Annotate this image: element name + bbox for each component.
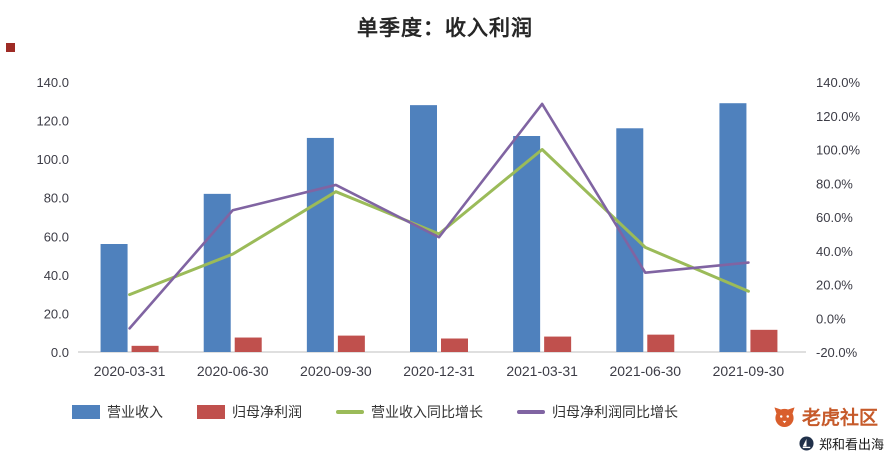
营业收入-bar bbox=[100, 244, 128, 352]
left-axis-tick: 140.0 bbox=[36, 75, 69, 90]
chart-title: 单季度：收入利润 bbox=[357, 17, 533, 40]
legend-label: 营业收入 bbox=[107, 404, 163, 420]
x-axis-label: 2020-03-31 bbox=[94, 363, 166, 379]
left-axis-tick: 80.0 bbox=[44, 191, 69, 206]
归母净利润-bar bbox=[544, 336, 572, 352]
zhenghe-logo-icon bbox=[799, 436, 814, 451]
x-axis-label: 2021-03-31 bbox=[506, 363, 578, 379]
right-axis-tick: 120.0% bbox=[816, 109, 861, 124]
legend-bar-swatch bbox=[197, 405, 225, 419]
combo-chart: 0.0 20.0 40.0 60.0 80.0 100.0 120.0 140.0 -20.0%… bbox=[36, 75, 861, 379]
right-axis-tick: 100.0% bbox=[816, 143, 861, 158]
left-axis-tick: 60.0 bbox=[44, 229, 69, 244]
营业收入-bar bbox=[719, 103, 747, 352]
right-axis-tick: 80.0% bbox=[816, 176, 853, 191]
zhenghe-watermark: 郑和看出海 bbox=[799, 434, 884, 452]
营业收入同比增长-line bbox=[128, 148, 750, 297]
right-axis-tick: -20.0% bbox=[816, 345, 858, 360]
legend-item: 归母净利润 bbox=[197, 402, 302, 422]
营业收入-bar bbox=[513, 136, 541, 352]
x-axis-label: 2020-06-30 bbox=[197, 363, 269, 379]
right-axis-tick: 140.0% bbox=[816, 75, 861, 90]
right-axis-tick: 40.0% bbox=[816, 244, 853, 259]
营业收入-bar bbox=[203, 193, 231, 352]
left-axis-tick: 120.0 bbox=[36, 114, 69, 129]
归母净利润同比增长-line bbox=[128, 102, 750, 330]
tiger-community-label: 老虎社区 bbox=[801, 408, 878, 429]
left-axis-tick: 100.0 bbox=[36, 152, 69, 167]
right-axis-tick: 60.0% bbox=[816, 210, 853, 225]
tiger-logo-icon bbox=[774, 407, 795, 428]
归母净利润-bar bbox=[647, 334, 675, 352]
归母净利润-bar bbox=[234, 337, 262, 352]
x-axis-label: 2020-09-30 bbox=[300, 363, 372, 379]
x-axis-label: 2021-06-30 bbox=[609, 363, 681, 379]
x-axis-label: 2020-12-31 bbox=[403, 363, 475, 379]
营业收入-bar bbox=[306, 137, 334, 352]
legend-item: 营业收入 bbox=[72, 402, 163, 422]
legend-label: 营业收入同比增长 bbox=[371, 404, 483, 420]
legend-label: 归母净利润同比增长 bbox=[552, 404, 678, 420]
legend-label: 归母净利润 bbox=[232, 404, 302, 420]
tiger-community-watermark: 老虎社区 bbox=[773, 403, 878, 430]
legend-line-swatch bbox=[336, 410, 364, 414]
legend-line-swatch bbox=[517, 410, 545, 414]
归母净利润-bar bbox=[337, 335, 365, 352]
归母净利润-bar bbox=[441, 338, 468, 352]
x-axis-label: 2021-09-30 bbox=[713, 363, 785, 379]
right-axis-tick: 20.0% bbox=[816, 278, 853, 293]
corner-marker bbox=[6, 43, 15, 52]
legend-item: 归母净利润同比增长 bbox=[517, 402, 678, 422]
legend-item: 营业收入同比增长 bbox=[336, 402, 483, 422]
left-axis-tick: 20.0 bbox=[44, 306, 69, 321]
归母净利润-bar bbox=[750, 329, 778, 352]
zhenghe-label: 郑和看出海 bbox=[818, 437, 884, 452]
right-axis-tick: 0.0% bbox=[816, 311, 846, 326]
归母净利润-bar bbox=[131, 345, 159, 352]
left-axis-tick: 0.0 bbox=[51, 345, 69, 360]
legend-bar-swatch bbox=[72, 405, 100, 419]
left-axis-tick: 40.0 bbox=[44, 268, 69, 283]
chart-legend: 营业收入 归母净利润 营业收入同比增长 归母净利润同比增长 bbox=[72, 402, 678, 422]
